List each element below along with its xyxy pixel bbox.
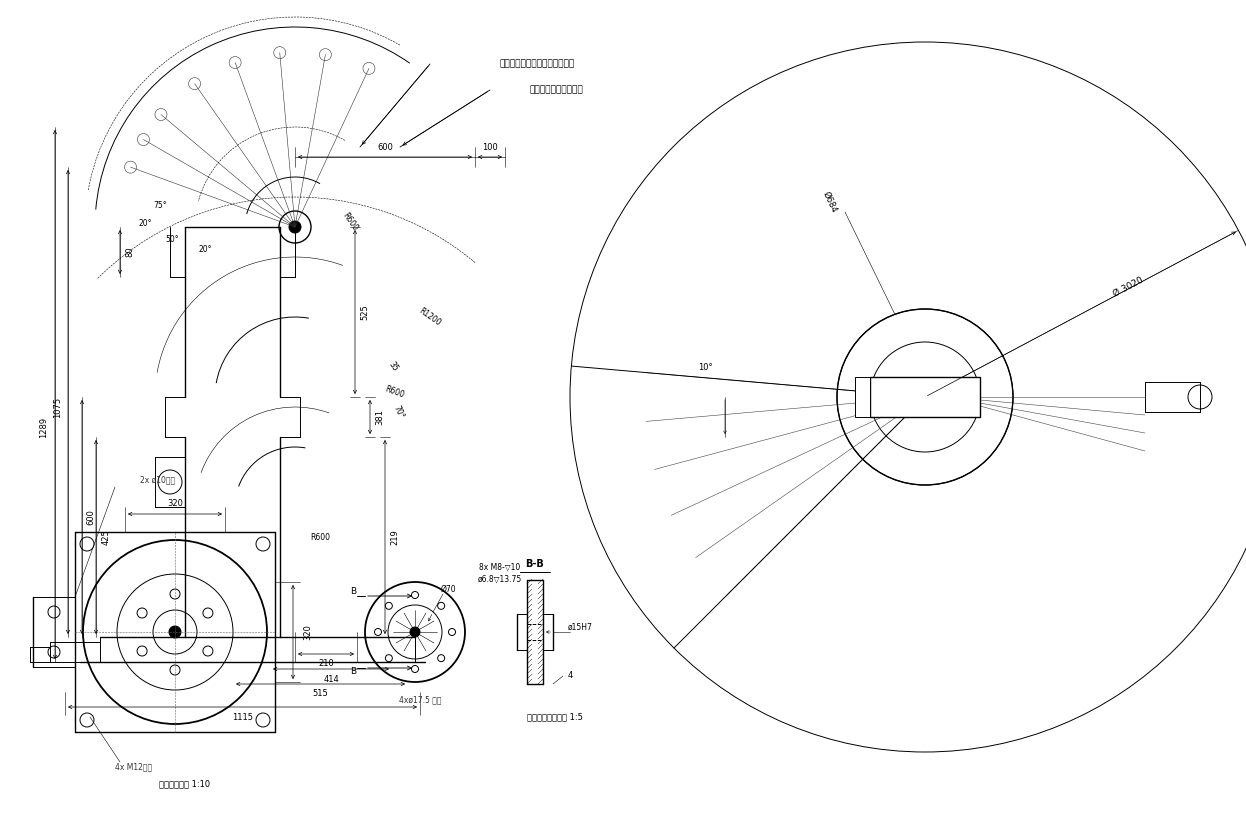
Text: 50°: 50° (166, 236, 179, 245)
Text: 1075: 1075 (54, 396, 62, 418)
Circle shape (289, 221, 302, 233)
Text: 320: 320 (304, 624, 313, 640)
Text: B: B (350, 587, 356, 596)
Text: 末端法兰中心运动范围: 末端法兰中心运动范围 (530, 85, 583, 94)
Text: 414: 414 (323, 675, 339, 683)
Bar (855, 377, 870, 417)
Text: 210: 210 (318, 659, 334, 668)
Circle shape (169, 626, 181, 638)
Text: 4xø17.5 贯穿: 4xø17.5 贯穿 (399, 696, 441, 705)
Text: 75°: 75° (153, 200, 167, 209)
Text: 515: 515 (313, 690, 328, 699)
Text: 1115: 1115 (232, 713, 253, 721)
Text: Ø70: Ø70 (440, 585, 456, 594)
Text: R600: R600 (340, 211, 359, 232)
Text: Ø684: Ø684 (821, 190, 839, 214)
Text: 底座安装尺寸 1:10: 底座安装尺寸 1:10 (159, 780, 211, 788)
Bar (870, 377, 981, 417)
Text: 小臂与手腕旋转轴轴心运动范围: 小臂与手腕旋转轴轴心运动范围 (500, 60, 576, 69)
Text: 525: 525 (360, 304, 370, 320)
Circle shape (410, 627, 420, 637)
Text: 70°: 70° (391, 404, 405, 420)
Text: 219: 219 (390, 529, 400, 545)
Text: 末端法兰安装尺寸 1:5: 末端法兰安装尺寸 1:5 (527, 713, 583, 721)
Text: R600: R600 (384, 385, 406, 399)
Text: B: B (350, 667, 356, 676)
Text: ø15H7: ø15H7 (568, 623, 592, 632)
Text: ø6.8▽13.75: ø6.8▽13.75 (478, 575, 522, 584)
Text: 4: 4 (567, 671, 573, 680)
Text: 4x M12贯穿: 4x M12贯穿 (115, 762, 152, 772)
Text: 35: 35 (386, 361, 400, 374)
Text: 80: 80 (126, 246, 135, 257)
Text: 381: 381 (375, 409, 385, 425)
Text: 1289: 1289 (40, 417, 49, 437)
Text: R600: R600 (310, 533, 330, 542)
Text: 320: 320 (167, 500, 183, 509)
Text: 600: 600 (86, 509, 96, 525)
Text: 20°: 20° (198, 246, 212, 255)
Text: R1200: R1200 (417, 306, 442, 327)
Text: 8x M8-▽10: 8x M8-▽10 (480, 562, 521, 571)
Text: 425: 425 (101, 529, 111, 545)
Text: 100: 100 (482, 142, 498, 151)
Text: B-B: B-B (526, 559, 545, 569)
Text: 2x ø10贯穿: 2x ø10贯穿 (140, 476, 176, 485)
Text: Ø 3020: Ø 3020 (1111, 275, 1145, 299)
Text: 600: 600 (378, 142, 392, 151)
Text: 10°: 10° (698, 362, 713, 371)
Text: 20°: 20° (138, 219, 152, 228)
